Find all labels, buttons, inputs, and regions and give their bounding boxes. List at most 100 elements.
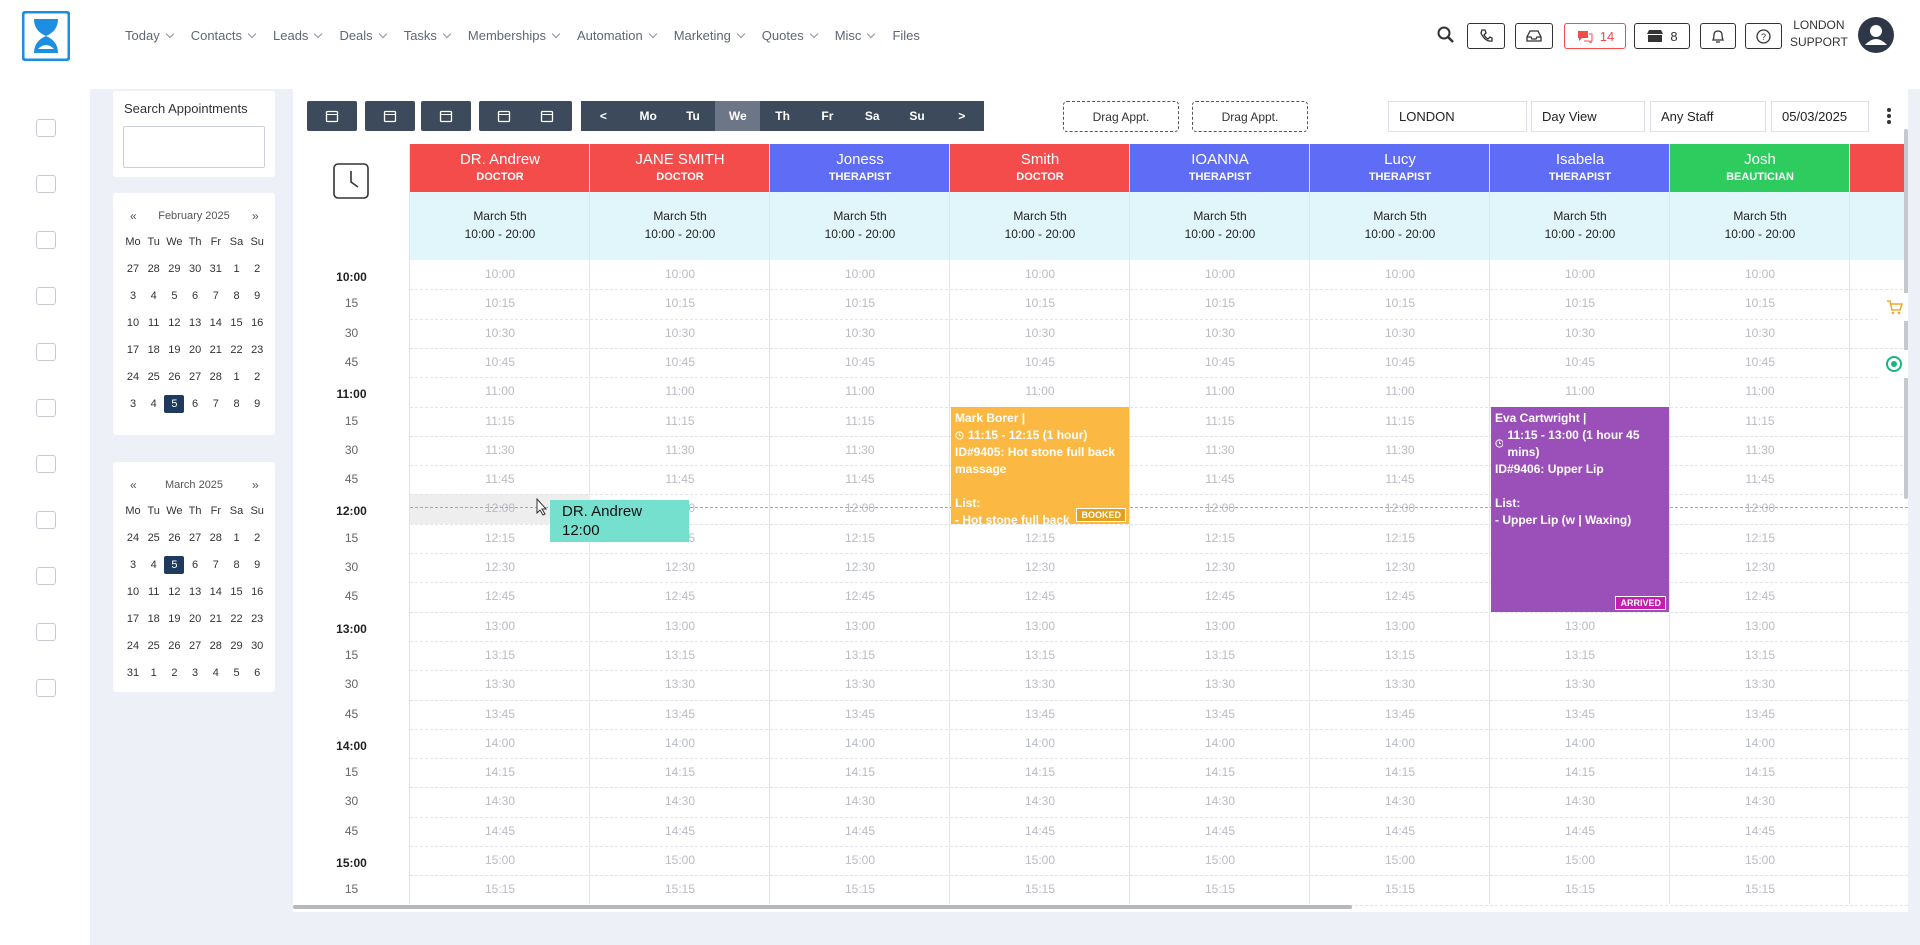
slot-cell[interactable]: 12:30 (484, 560, 516, 574)
slot-cell[interactable]: 13:00 (844, 618, 876, 633)
day-button[interactable]: Su (894, 101, 940, 131)
calendar-day[interactable]: 24 (126, 532, 140, 544)
calendar-day[interactable]: 30 (251, 640, 264, 652)
slot-cell[interactable]: 14:00 (1564, 735, 1596, 750)
slot-cell[interactable]: 13:00 (1744, 618, 1776, 633)
sidebar-icon[interactable] (36, 343, 56, 361)
slot-cell[interactable]: 10:45 (484, 354, 516, 369)
slot-cell[interactable]: 12:30 (1384, 560, 1416, 574)
slot-cell[interactable]: 12:30 (1744, 560, 1776, 574)
menu-item[interactable]: Marketing (674, 28, 746, 43)
slot-cell[interactable]: 10:30 (1744, 325, 1776, 340)
slot-cell[interactable]: 14:00 (1744, 735, 1776, 750)
avatar[interactable] (1858, 17, 1894, 53)
calendar-day[interactable]: 29 (168, 263, 181, 275)
slot-cell[interactable]: 15:00 (664, 853, 696, 867)
slot-cell[interactable]: 14:15 (484, 765, 516, 780)
calendar-day[interactable]: 7 (212, 290, 219, 302)
day-button[interactable]: > (939, 101, 985, 131)
calendar-prev[interactable]: « (130, 478, 137, 492)
slot-cell[interactable]: 11:15 (1205, 413, 1235, 428)
calendar-day[interactable]: 21 (209, 344, 222, 356)
calendar-day[interactable]: 22 (230, 344, 243, 356)
slot-cell[interactable]: 14:30 (484, 794, 516, 809)
slot-cell[interactable]: 13:45 (1024, 706, 1056, 721)
toolbar-icon-button[interactable] (479, 101, 529, 131)
day-button[interactable]: Sa (849, 101, 895, 131)
slot-cell[interactable]: 11:00 (485, 384, 515, 399)
drag-preview[interactable]: DR. Andrew 12:00 (550, 500, 689, 542)
slot-cell[interactable]: 14:00 (1384, 735, 1416, 750)
calendar-day[interactable]: 12 (168, 586, 181, 598)
slot-cell[interactable]: 14:00 (484, 735, 516, 750)
sidebar-icon[interactable] (36, 119, 56, 137)
slot-cell[interactable]: 14:00 (1204, 735, 1236, 750)
select-staff[interactable]: Any Staff (1650, 101, 1766, 132)
slot-cell[interactable]: 10:15 (484, 296, 516, 311)
bell-button[interactable] (1700, 23, 1736, 49)
calendar-day[interactable]: 10 (126, 586, 140, 598)
slot-cell[interactable]: 10:45 (1744, 354, 1776, 369)
store-button[interactable]: 8 (1634, 23, 1690, 49)
slot-cell[interactable]: 10:30 (664, 325, 696, 340)
slot-cell[interactable]: 12:45 (664, 589, 696, 604)
calendar-day[interactable]: 14 (209, 317, 222, 329)
calendar-day[interactable]: 28 (209, 532, 222, 544)
calendar-day[interactable]: 26 (168, 640, 181, 652)
slot-cell[interactable]: 15:00 (1384, 853, 1416, 867)
slot-cell[interactable]: 11:15 (485, 413, 515, 428)
calendar-day[interactable]: 19 (168, 344, 181, 356)
slot-cell[interactable]: 12:15 (844, 530, 876, 545)
slot-cell[interactable]: 11:30 (1205, 442, 1235, 457)
menu-item[interactable]: Automation (577, 28, 657, 43)
calendar-day[interactable]: 16 (251, 317, 264, 329)
search-input[interactable] (123, 126, 265, 168)
calendar-next[interactable]: » (252, 209, 259, 223)
sidebar-icon[interactable] (36, 679, 56, 697)
slot-cell[interactable]: 10:15 (664, 296, 696, 311)
slot-cell[interactable]: 14:30 (1744, 794, 1776, 809)
menu-item[interactable]: Tasks (404, 28, 452, 43)
slot-cell[interactable]: 14:15 (664, 765, 696, 780)
slot-cell[interactable]: 11:45 (845, 472, 875, 487)
slot-cell[interactable]: 13:30 (1024, 677, 1056, 692)
slot-cell[interactable]: 11:45 (1205, 472, 1235, 487)
search-icon[interactable] (1437, 26, 1455, 44)
slot-cell[interactable]: 13:15 (844, 647, 876, 662)
calendar-day[interactable]: 13 (188, 586, 202, 598)
calendar-day[interactable]: 19 (168, 613, 181, 625)
toolbar-icon-button[interactable] (522, 101, 572, 131)
toolbar-icon-button[interactable] (421, 101, 471, 131)
slot-cell[interactable]: 14:45 (1744, 823, 1776, 838)
slot-cell[interactable]: 10:00 (484, 267, 516, 281)
sidebar-icon[interactable] (36, 175, 56, 193)
chat-button[interactable]: 14 (1564, 23, 1626, 49)
slot-cell[interactable]: 10:15 (1204, 296, 1236, 311)
calendar-day[interactable]: 12 (168, 317, 181, 329)
slot-cell[interactable]: 13:00 (1384, 618, 1416, 633)
slot-cell[interactable]: 10:30 (484, 325, 516, 340)
slot-cell[interactable]: 14:30 (844, 794, 876, 809)
menu-item[interactable]: Leads (273, 28, 323, 43)
slot-cell[interactable]: 14:45 (664, 823, 696, 838)
slot-cell[interactable]: 11:00 (1385, 384, 1415, 399)
slot-cell[interactable]: 14:30 (1564, 794, 1596, 809)
calendar-next[interactable]: » (252, 478, 259, 492)
menu-item[interactable]: Contacts (191, 28, 257, 43)
slot-cell[interactable]: 15:00 (1024, 853, 1056, 867)
menu-item[interactable]: Deals (339, 28, 387, 43)
slot-cell[interactable]: 14:30 (1024, 794, 1056, 809)
sidebar-icon[interactable] (36, 399, 56, 417)
slot-cell[interactable]: 13:45 (1384, 706, 1416, 721)
slot-cell[interactable]: 12:45 (1744, 589, 1776, 604)
slot-cell[interactable]: 12:00 (484, 501, 516, 516)
slot-cell[interactable]: 15:15 (1564, 882, 1596, 897)
slot-cell[interactable]: 11:15 (1385, 413, 1415, 428)
calendar-day[interactable]: 10 (126, 317, 140, 329)
calendar-day[interactable]: 9 (254, 290, 261, 302)
calendar-day[interactable]: 20 (188, 344, 202, 356)
slot-cell[interactable]: 14:15 (844, 765, 876, 780)
slot-cell[interactable]: 10:15 (1744, 296, 1776, 311)
appointment[interactable]: Mark Borer | 11:15 - 12:15 (1 hour) ID#940… (951, 406, 1129, 524)
slot-cell[interactable]: 10:15 (844, 296, 876, 311)
